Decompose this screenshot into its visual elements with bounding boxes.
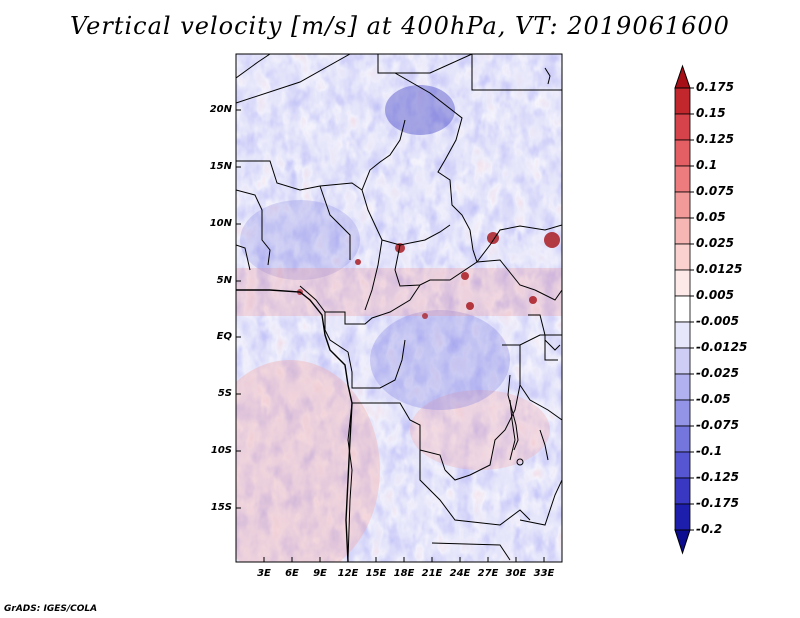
colorbar-label: -0.005 bbox=[696, 314, 739, 328]
velocity-field bbox=[236, 54, 562, 562]
lon-label-27e: 27E bbox=[477, 568, 499, 579]
lon-label-3e: 3E bbox=[257, 568, 271, 579]
colorbar-swatch bbox=[674, 191, 691, 219]
colorbar-label: 0.075 bbox=[696, 184, 734, 198]
lon-label-9e: 9E bbox=[313, 568, 327, 579]
colorbar-swatch bbox=[674, 269, 691, 297]
lat-label-5n: 5N bbox=[216, 275, 232, 286]
colorbar-label: -0.2 bbox=[696, 522, 723, 536]
colorbar-label: -0.075 bbox=[696, 418, 739, 432]
colorbar-swatch bbox=[674, 321, 691, 349]
colorbar-swatch bbox=[674, 217, 691, 245]
lon-label-33e: 33E bbox=[533, 568, 555, 579]
lon-label-12e: 12E bbox=[337, 568, 359, 579]
lat-label-5s: 5S bbox=[217, 388, 232, 399]
lon-label-6e: 6E bbox=[285, 568, 299, 579]
colorbar-label: 0.0125 bbox=[696, 262, 743, 276]
colorbar-label: -0.025 bbox=[696, 366, 739, 380]
colorbar-swatch bbox=[674, 451, 691, 479]
lon-label-18e: 18E bbox=[393, 568, 415, 579]
lat-label-eq: EQ bbox=[216, 331, 232, 342]
colorbar-label: -0.175 bbox=[696, 496, 739, 510]
colorbar-swatch bbox=[674, 113, 691, 141]
colorbar-label: 0.1 bbox=[696, 158, 718, 172]
colorbar bbox=[674, 64, 694, 555]
colorbar-swatch bbox=[674, 477, 691, 505]
colorbar-label: 0.15 bbox=[696, 106, 726, 120]
lat-label-10n: 10N bbox=[209, 218, 232, 229]
lon-ticks bbox=[263, 557, 545, 562]
colorbar-swatch bbox=[674, 503, 691, 531]
lon-label-30e: 30E bbox=[505, 568, 527, 579]
colorbar-bottom-arrow bbox=[674, 529, 691, 555]
lat-label-20n: 20N bbox=[209, 104, 232, 115]
colorbar-swatch bbox=[674, 373, 691, 401]
colorbar-label: 0.125 bbox=[696, 132, 734, 146]
colorbar-label: -0.1 bbox=[696, 444, 723, 458]
country-borders bbox=[236, 54, 562, 561]
colorbar-swatch bbox=[674, 139, 691, 167]
colorbar-label: -0.0125 bbox=[696, 340, 748, 354]
coastline bbox=[236, 289, 353, 562]
colorbar-top-arrow bbox=[674, 64, 691, 89]
lakes bbox=[507, 67, 561, 466]
colorbar-swatch bbox=[674, 243, 691, 271]
colorbar-swatch bbox=[674, 165, 691, 193]
map-frame bbox=[235, 53, 563, 563]
map-title: Vertical velocity [m/s] at 400hPa, VT: 2… bbox=[70, 12, 730, 40]
footer-credit: GrADS: IGES/COLA bbox=[4, 604, 98, 614]
colorbar-swatch bbox=[674, 295, 691, 323]
lat-ticks bbox=[236, 109, 241, 509]
colorbar-swatch bbox=[674, 425, 691, 453]
lat-label-15n: 15N bbox=[209, 161, 232, 172]
lon-label-21e: 21E bbox=[421, 568, 443, 579]
lat-label-10s: 10S bbox=[210, 445, 232, 456]
colorbar-label: 0.175 bbox=[696, 80, 734, 94]
colorbar-label: -0.125 bbox=[696, 470, 739, 484]
colorbar-label: -0.05 bbox=[696, 392, 731, 406]
colorbar-label: 0.005 bbox=[696, 288, 734, 302]
colorbar-label: 0.025 bbox=[696, 236, 734, 250]
colorbar-swatch bbox=[674, 399, 691, 427]
lon-label-24e: 24E bbox=[449, 568, 471, 579]
colorbar-swatch bbox=[674, 87, 691, 115]
lon-label-15e: 15E bbox=[365, 568, 387, 579]
colorbar-label: 0.05 bbox=[696, 210, 726, 224]
colorbar-swatch bbox=[674, 347, 691, 375]
lat-label-15s: 15S bbox=[210, 502, 232, 513]
